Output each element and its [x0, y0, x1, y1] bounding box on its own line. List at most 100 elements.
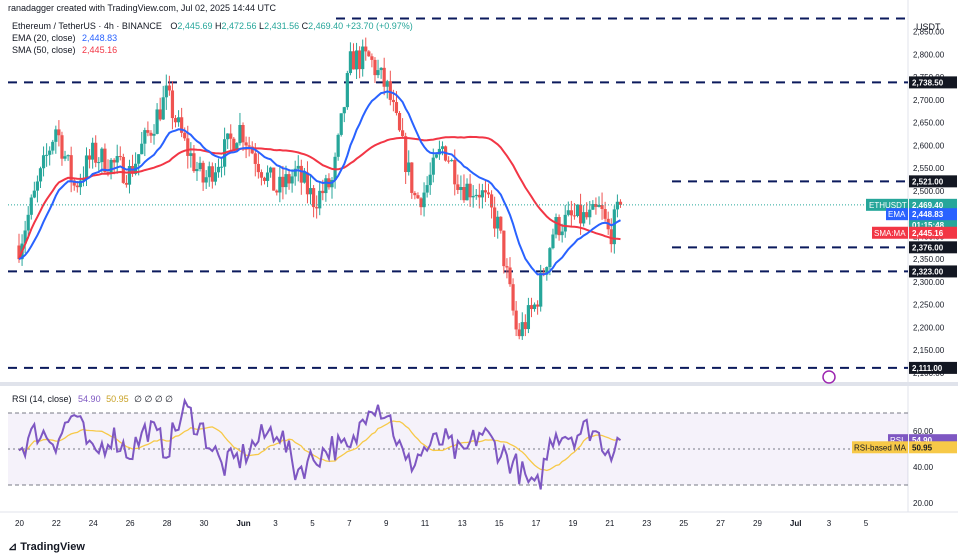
time-tick-label: 27 [716, 519, 725, 528]
level-price-label: 2,323.00 [912, 267, 944, 276]
time-tick-label: 9 [384, 519, 389, 528]
candle-body [216, 166, 221, 173]
candle-body [603, 209, 607, 219]
candle-body [219, 166, 224, 168]
candle-body [38, 168, 43, 182]
candle-body [84, 155, 89, 178]
time-tick-label: 7 [347, 519, 352, 528]
ohlc-change: +23.70 (+0.97%) [345, 21, 413, 31]
time-tick-label: Jun [236, 519, 250, 528]
candle-body [321, 190, 325, 194]
ohlc-low: 2,431.56 [264, 21, 300, 31]
pane-separator [0, 382, 958, 386]
time-tick-label: 13 [458, 519, 467, 528]
candle-body [229, 133, 233, 139]
candle-body [407, 162, 411, 173]
level-price-tag [909, 76, 957, 89]
rsi-legend[interactable]: RSI (14, close) 54.90 50.95 ∅ ∅ ∅ ∅ [12, 394, 173, 405]
candle-body [238, 125, 242, 144]
ohlc-o-label: O [170, 21, 178, 31]
sma-legend-value: 2,445.16 [82, 45, 118, 55]
candle-body [351, 51, 356, 70]
candle-body [545, 267, 549, 275]
sma-legend[interactable]: SMA (50, close) 2,445.16 [12, 45, 117, 55]
candle-body [339, 113, 343, 135]
candle-body [152, 133, 156, 136]
candle-body [419, 198, 423, 208]
candle-body [354, 50, 359, 70]
sma-line [18, 135, 621, 260]
candle-body [140, 143, 144, 155]
candle-body [143, 130, 147, 144]
candle-body [566, 210, 570, 215]
candle-body [293, 168, 297, 177]
price-tick-label: 2,700.00 [913, 96, 945, 105]
rsi-ma-value-tag [909, 441, 957, 454]
candle-body [502, 230, 506, 267]
time-tick-label: 23 [642, 519, 651, 528]
level-price-tag [909, 265, 957, 278]
time-tick-label: 3 [827, 519, 832, 528]
candle-body [394, 102, 399, 114]
symbol-legend[interactable]: Ethereum / TetherUS · 4h · BINANCE O2,44… [12, 21, 413, 31]
axis-currency: USDT [916, 22, 941, 32]
candle-body [434, 154, 438, 158]
candle-body [192, 153, 196, 172]
candle-body [60, 135, 64, 159]
candle-body [284, 174, 288, 188]
level-price-label: 2,111.00 [912, 364, 943, 373]
candle-body [539, 273, 543, 307]
ema-price-tag-text: 2,448.83 [912, 210, 944, 219]
ohlc-open: 2,445.69 [177, 21, 213, 31]
candle-body [609, 229, 613, 245]
price-tick-label: 2,200.00 [913, 323, 945, 332]
credit-line: ranadagger created with TradingView.com,… [8, 3, 276, 13]
candle-body [173, 118, 178, 123]
time-tick-label: 11 [421, 519, 430, 528]
rsi-tick-label: 60.00 [913, 427, 934, 436]
candle-body [563, 214, 567, 232]
candle-body [164, 85, 168, 98]
candle-body [272, 167, 276, 191]
rsi-tick-label: 20.00 [913, 499, 934, 508]
candle-body [180, 117, 184, 133]
candle-body [158, 109, 162, 120]
time-tick-label: 20 [15, 519, 24, 528]
ema-legend[interactable]: EMA (20, close) 2,448.83 [12, 33, 117, 43]
candle-body [290, 176, 294, 184]
time-tick-label: 15 [495, 519, 504, 528]
tradingview-logo[interactable]: ⊿ TradingView [8, 540, 85, 553]
candle-body [382, 67, 386, 87]
price-tick-label: 2,250.00 [913, 301, 945, 310]
time-tick-label: 26 [126, 519, 135, 528]
candle-body [100, 148, 104, 163]
candle-body [127, 166, 132, 185]
time-tick-label: 22 [52, 519, 61, 528]
candle-body [262, 177, 267, 181]
candle-body [465, 183, 469, 201]
price-tick-label: 2,850.00 [913, 28, 945, 37]
candle-body [388, 81, 392, 100]
time-tick-label: 21 [605, 519, 614, 528]
candle-body [235, 143, 239, 150]
candle-body [529, 305, 534, 310]
candle-body [376, 70, 380, 76]
rsi-line [18, 397, 622, 490]
level-price-tag [909, 361, 957, 374]
candle-body [618, 201, 623, 205]
ohlc-l-label: L [259, 21, 265, 31]
candle-body [410, 162, 414, 193]
candle-body [109, 159, 113, 174]
candle-body [489, 194, 494, 208]
level-price-label: 2,521.00 [912, 177, 944, 186]
candle-body [232, 138, 236, 150]
candle-body [597, 205, 601, 207]
candle-body [532, 304, 537, 310]
candle-body [582, 212, 586, 224]
rsi-ma-tag [852, 441, 908, 454]
candle-body [275, 190, 279, 193]
candle-body [94, 142, 98, 163]
candle-body [600, 205, 604, 210]
time-tick-label: 5 [310, 519, 315, 528]
